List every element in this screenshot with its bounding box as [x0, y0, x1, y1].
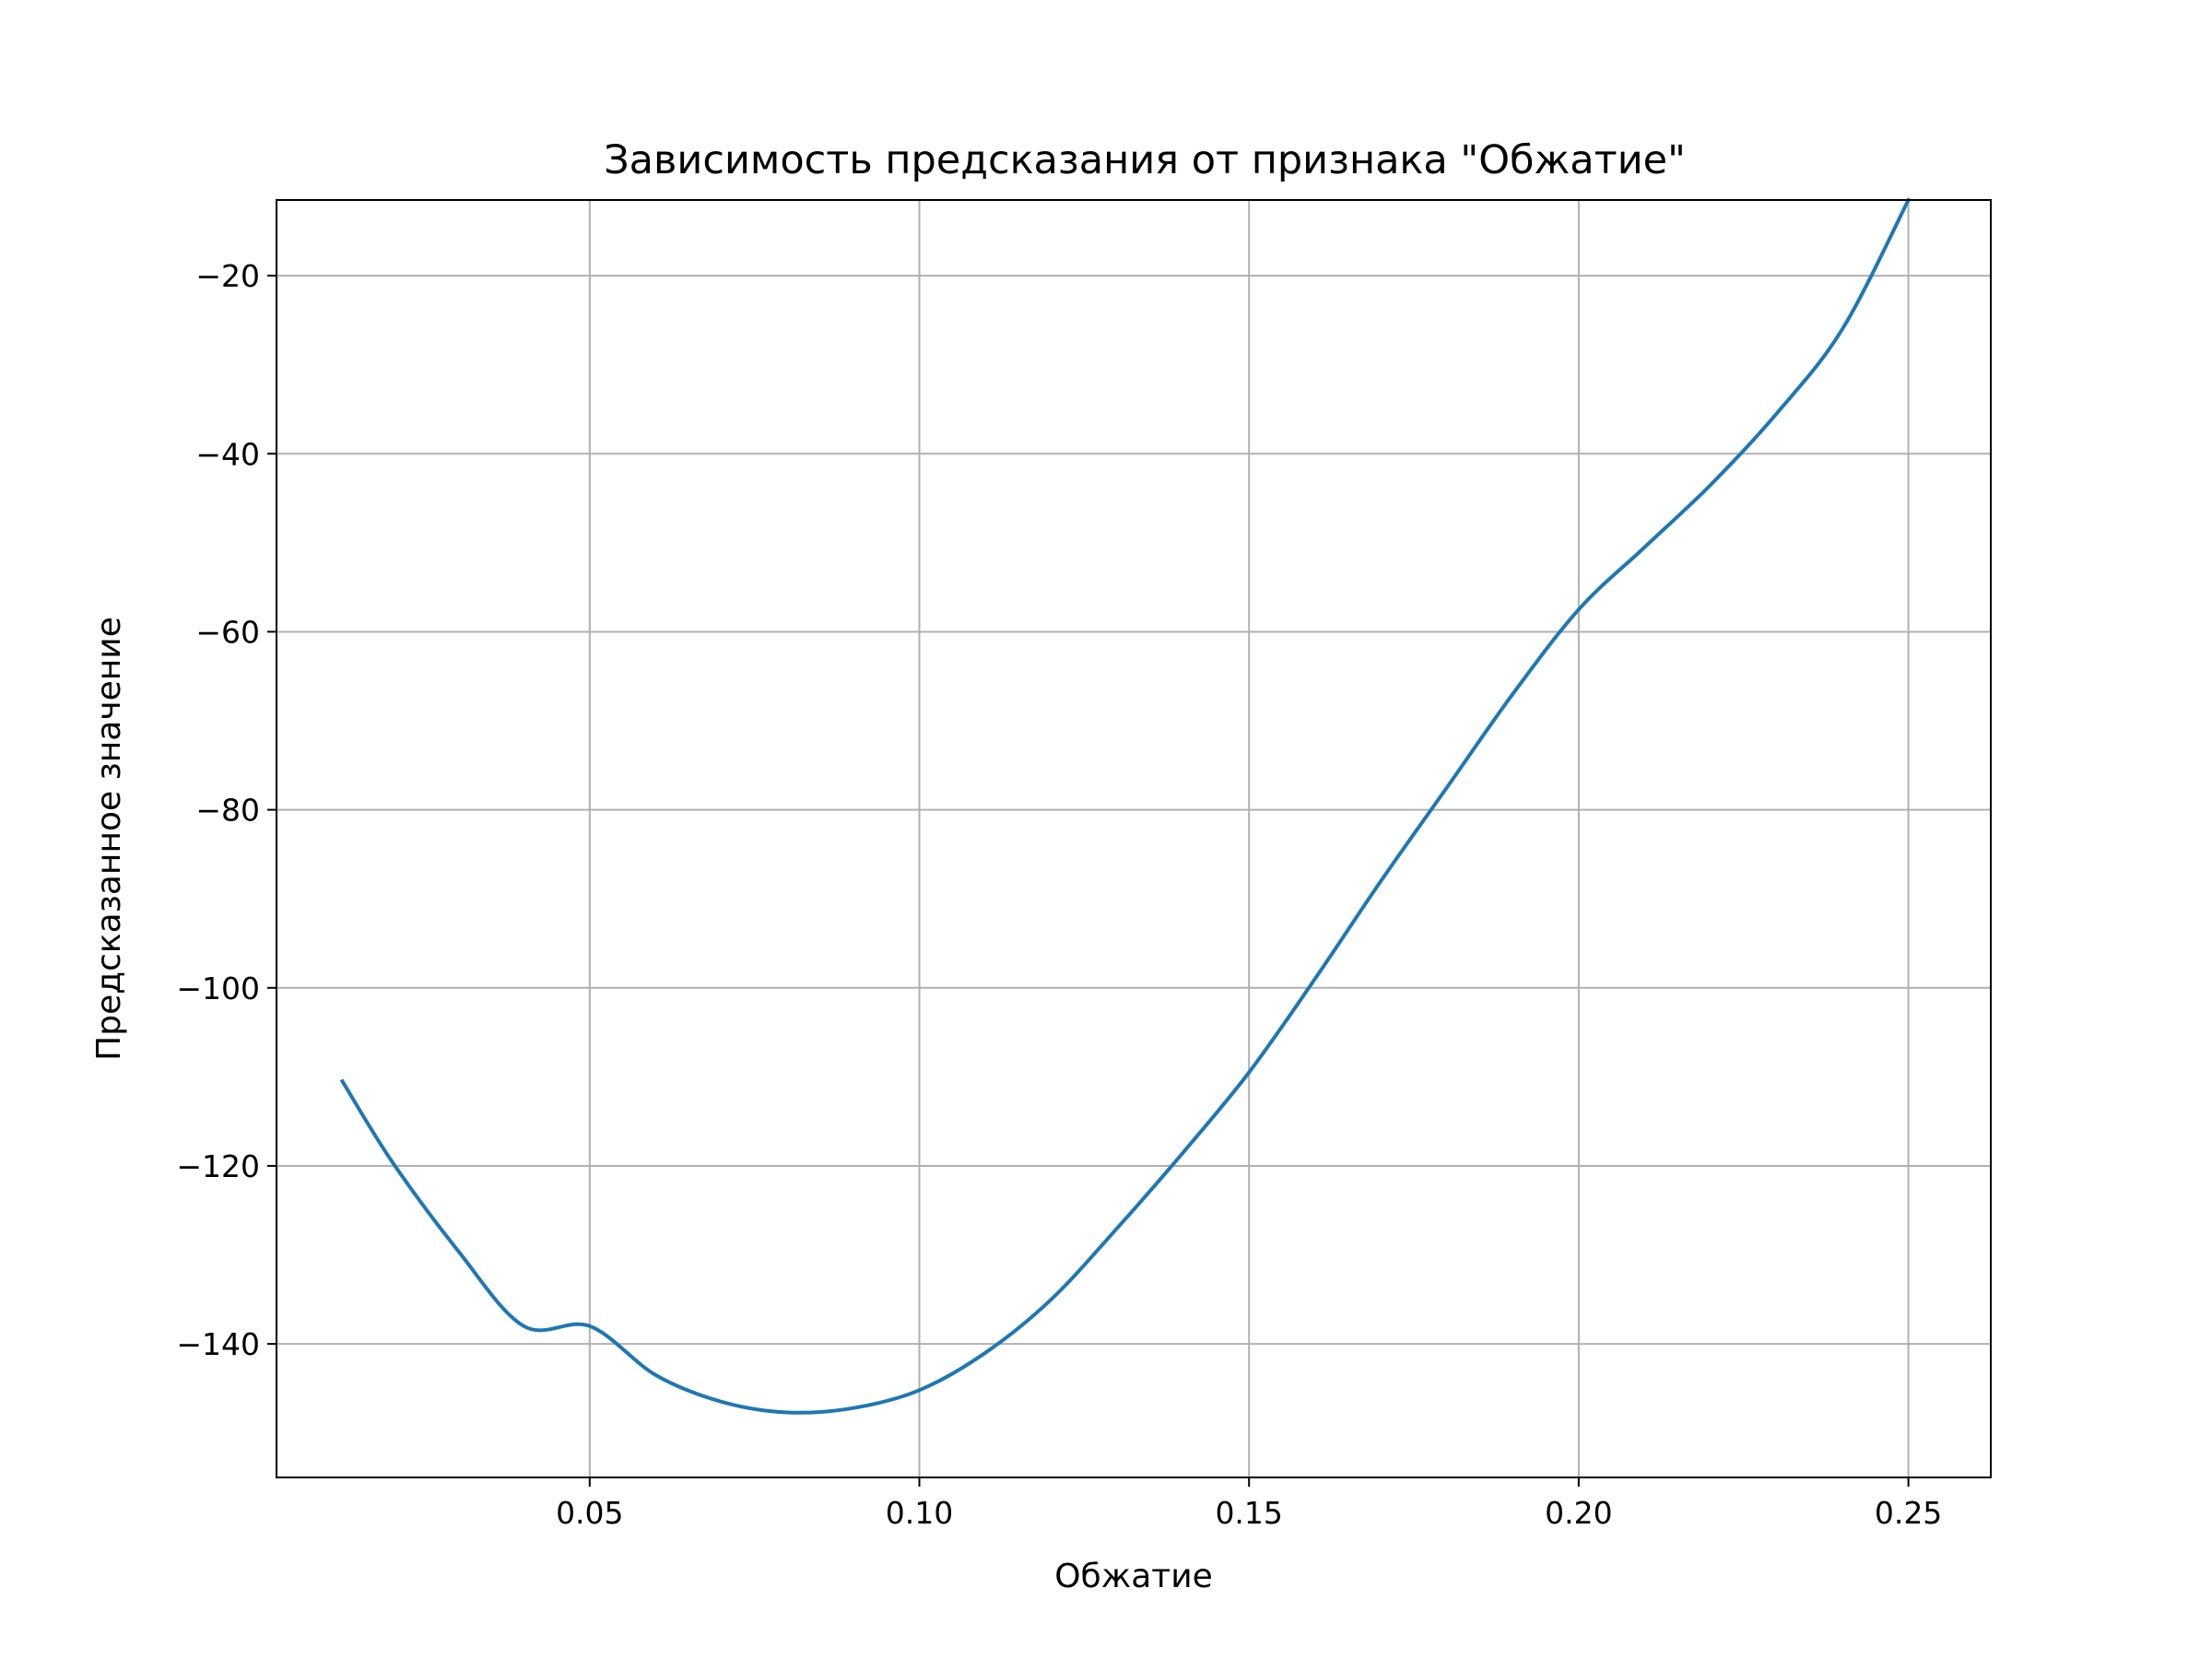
grid: [276, 200, 1991, 1477]
series-layer: [339, 197, 1912, 1415]
x-tick-label: 0.10: [886, 1495, 953, 1531]
ticks: 0.05 0.10 0.15 0.20 0.25 −20 −40 −60 −80 −100 −120…: [176, 258, 1942, 1531]
x-tick-label: 0.05: [556, 1495, 623, 1531]
x-tick-label: 0.20: [1545, 1495, 1612, 1531]
chart-title: Зависимость предсказания от признака "Об…: [604, 137, 1686, 183]
x-tick-label: 0.15: [1215, 1495, 1282, 1531]
y-tick-label: −40: [195, 436, 260, 472]
y-axis-label: Предсказанное значение: [90, 617, 128, 1061]
x-axis-label: Обжатие: [1054, 1558, 1213, 1595]
y-tick-label: −60: [195, 614, 260, 650]
y-tick-label: −100: [176, 971, 260, 1006]
plot-area-frame: [276, 199, 1992, 1478]
y-tick-label: −120: [176, 1148, 260, 1184]
y-tick-label: −140: [176, 1326, 260, 1362]
y-tick-label: −80: [195, 793, 260, 829]
y-tick-label: −20: [195, 258, 260, 294]
series-line: [339, 197, 1912, 1415]
x-tick-label: 0.25: [1875, 1495, 1942, 1531]
